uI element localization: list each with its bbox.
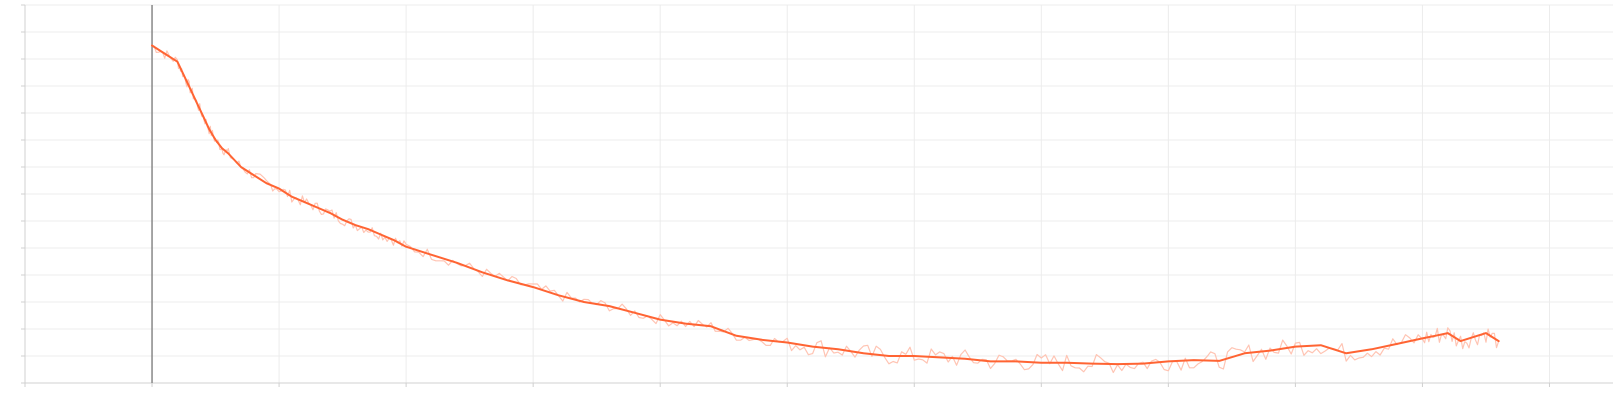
raw-series-line: [151, 45, 1500, 374]
smoothed-series-line: [151, 44, 1500, 366]
series-lines: [151, 44, 1500, 374]
axes: [21, 4, 1613, 387]
grid-lines: [25, 4, 1613, 384]
